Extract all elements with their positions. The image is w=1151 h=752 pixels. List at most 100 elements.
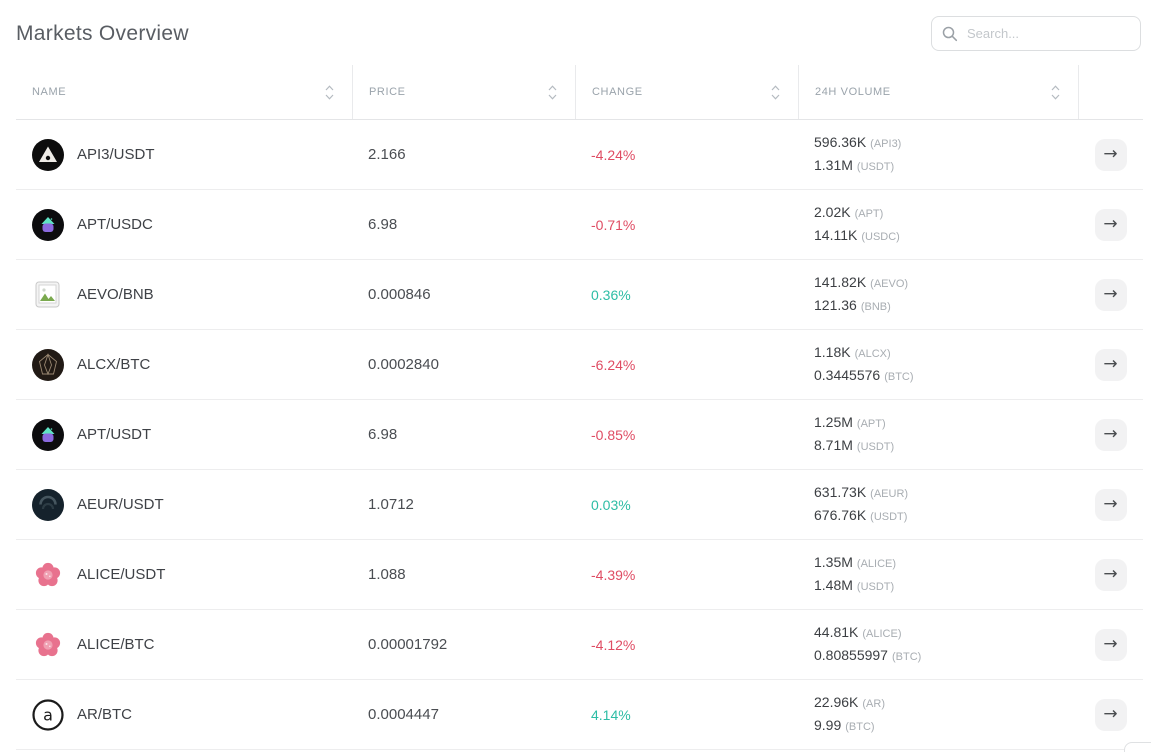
volume-base-unit: (ALICE) [862,627,902,640]
change-value: 0.03% [591,496,631,513]
table-row: ALICE/BTC 0.00001792 -4.12% 44.81K (ALICE… [16,610,1143,680]
alice-token-icon [32,559,64,591]
table-row: API3/USDT 2.166 -4.24% 596.36K (API3) 1.3… [16,120,1143,190]
price-value: 2.166 [368,146,406,163]
volume-quote-unit: (USDT) [870,510,908,523]
volume-quote-unit: (BNB) [860,300,891,313]
pair-label: ALCX/BTC [77,356,151,373]
arrow-right-icon: → [1103,424,1118,444]
column-label: CHANGE [592,86,643,98]
arrow-right-icon: → [1103,214,1118,234]
pair-label: ALICE/BTC [77,636,155,653]
volume-base-unit: (ALCX) [854,347,891,360]
arrow-right-icon: → [1103,494,1118,514]
pair-label: APT/USDT [77,426,152,443]
arrow-right-icon: → [1103,634,1118,654]
svg-text:a: a [43,705,53,724]
aevo-broken-image-icon [32,279,64,311]
sort-icon[interactable] [771,84,780,100]
table-row: a AR/BTC 0.0004447 4.14% 22.96K (AR) 9.99… [16,680,1143,750]
column-header-change[interactable]: CHANGE [575,65,798,119]
open-market-button[interactable]: → [1094,138,1127,171]
page-title: Markets Overview [16,21,189,45]
alice-token-icon [32,629,64,661]
sort-icon[interactable] [548,84,557,100]
table-row: APT/USDC 6.98 -0.71% 2.02K (APT) 14.11K (U… [16,190,1143,260]
open-market-button[interactable]: → [1094,418,1127,451]
pair-label: AEUR/USDT [77,496,164,513]
arrow-right-icon: → [1103,354,1118,374]
volume-quote-unit: (USDT) [856,160,895,173]
apt-token-icon [32,208,64,241]
change-value: -4.12% [591,636,636,653]
volume-quote-value: 14.11K [814,226,858,243]
change-value: 0.36% [591,286,631,303]
price-value: 1.088 [368,566,406,583]
volume-cell: 22.96K (AR) 9.99 (BTC) [798,692,1078,738]
price-value: 0.000846 [368,286,431,303]
volume-cell: 44.81K (ALICE) 0.80855997 (BTC) [798,622,1078,668]
arrow-right-icon: → [1103,564,1118,584]
volume-quote-value: 0.80855997 [814,646,888,663]
open-market-button[interactable]: → [1094,558,1127,591]
volume-quote-unit: (BTC) [845,720,875,733]
column-header-volume[interactable]: 24H VOLUME [798,65,1078,119]
volume-cell: 1.25M (APT) 8.71M (USDT) [798,412,1078,458]
price-value: 0.0002840 [368,356,439,373]
open-market-button[interactable]: → [1094,488,1127,521]
sort-icon[interactable] [325,84,334,100]
arrow-right-icon: → [1103,144,1118,164]
column-label: NAME [32,86,67,98]
column-label: 24H VOLUME [815,86,891,98]
volume-quote-unit: (USDC) [861,230,900,243]
search-input[interactable] [967,26,1130,41]
search-box[interactable] [931,16,1141,51]
pair-label: AR/BTC [77,706,133,723]
price-value: 0.00001792 [368,636,448,653]
column-header-price[interactable]: PRICE [352,65,575,119]
volume-quote-value: 1.48M [814,576,853,593]
volume-base-value: 1.35M [814,553,853,570]
volume-quote-value: 9.99 [814,716,842,733]
volume-cell: 596.36K (API3) 1.31M (USDT) [798,132,1078,178]
volume-base-value: 141.82K [814,273,867,290]
volume-cell: 1.35M (ALICE) 1.48M (USDT) [798,552,1078,598]
pair-label: ALICE/USDT [77,566,166,583]
open-market-button[interactable]: → [1094,628,1127,661]
top-bar: Markets Overview [0,0,1151,65]
price-value: 1.0712 [368,496,414,513]
column-label: PRICE [369,86,406,98]
volume-cell: 1.18K (ALCX) 0.3445576 (BTC) [798,342,1078,388]
volume-base-value: 631.73K [814,483,867,500]
column-header-name[interactable]: NAME [16,65,352,119]
volume-base-unit: (API3) [870,137,902,150]
volume-base-unit: (APT) [854,207,884,220]
volume-quote-value: 8.71M [814,436,853,453]
volume-cell: 141.82K (AEVO) 121.36 (BNB) [798,272,1078,318]
api3-token-icon [32,138,64,171]
corner-widget-partial[interactable] [1124,742,1151,752]
volume-base-unit: (AR) [862,697,885,710]
open-market-button[interactable]: → [1094,698,1127,731]
volume-base-value: 1.18K [814,343,851,360]
price-value: 0.0004447 [368,706,439,723]
pair-label: APT/USDC [77,216,153,233]
volume-base-unit: (AEUR) [870,487,909,500]
markets-table: NAME PRICE CHANGE 24H VOLUME API3/USDT 2… [16,65,1143,750]
sort-icon[interactable] [1051,84,1060,100]
table-row: ALICE/USDT 1.088 -4.39% 1.35M (ALICE) 1.4… [16,540,1143,610]
ar-token-icon: a [32,698,64,731]
volume-cell: 2.02K (APT) 14.11K (USDC) [798,202,1078,248]
open-market-button[interactable]: → [1094,348,1127,381]
volume-quote-value: 121.36 [814,296,857,313]
search-icon [942,26,958,42]
volume-quote-unit: (USDT) [856,440,895,453]
change-value: -0.71% [591,216,636,233]
volume-quote-value: 676.76K [814,506,867,523]
change-value: -4.39% [591,566,636,583]
apt-token-icon [32,418,64,451]
table-header: NAME PRICE CHANGE 24H VOLUME [16,65,1143,120]
open-market-button[interactable]: → [1094,278,1127,311]
open-market-button[interactable]: → [1094,208,1127,241]
alcx-token-icon [32,348,64,381]
